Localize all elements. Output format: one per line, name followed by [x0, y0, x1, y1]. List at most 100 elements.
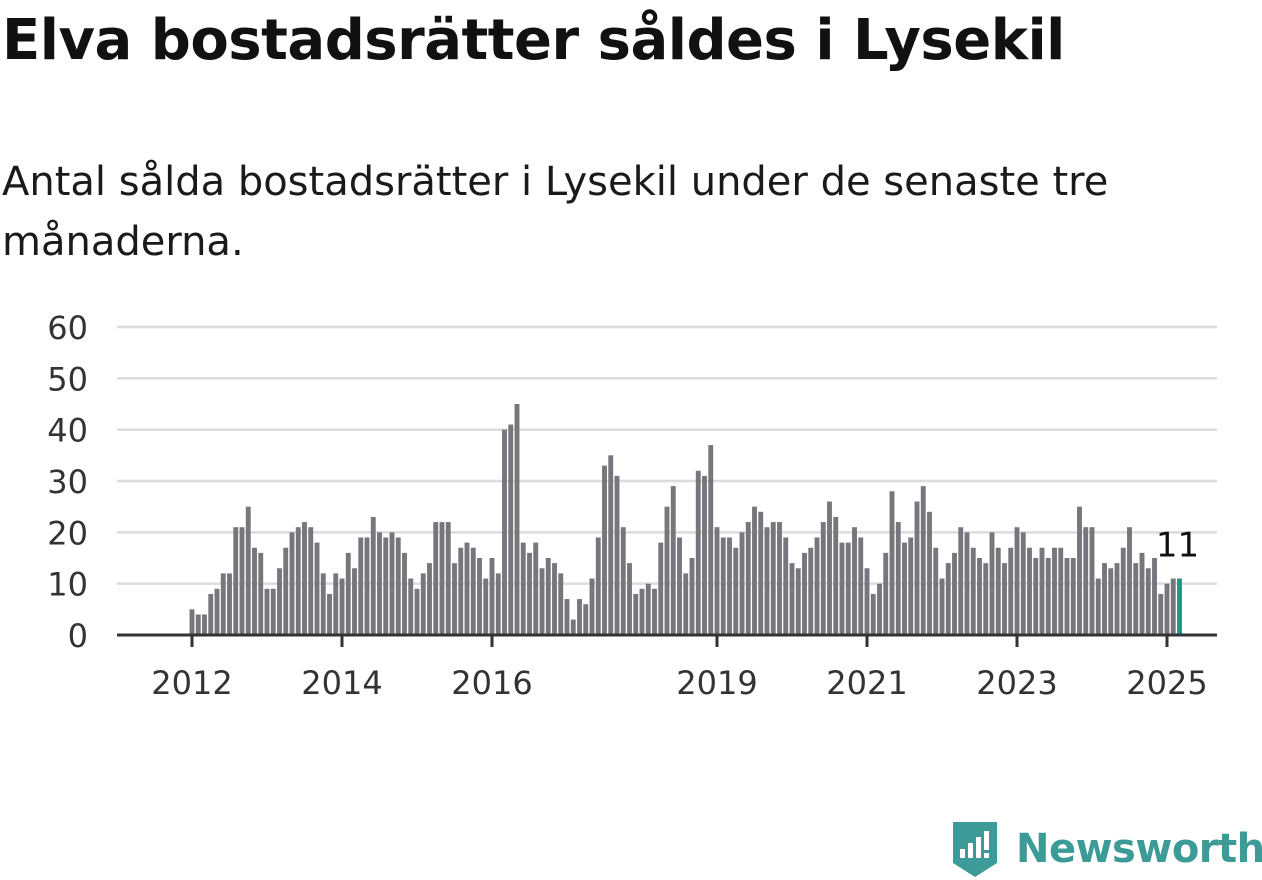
x-tick-label: 2014 — [301, 664, 382, 702]
bar — [514, 404, 520, 635]
bar — [589, 578, 595, 635]
bar — [645, 583, 651, 635]
y-tick-label: 40 — [47, 412, 88, 450]
bar — [402, 552, 407, 635]
bar — [539, 568, 545, 635]
bar — [714, 527, 720, 635]
bar — [677, 537, 682, 635]
bar — [739, 532, 745, 635]
bar — [245, 506, 251, 635]
chart-title: Elva bostadsrätter såldes i Lysekil — [2, 8, 1065, 73]
bar — [545, 558, 551, 635]
bar — [864, 568, 870, 635]
bar — [783, 537, 789, 635]
bar — [958, 527, 964, 635]
bar — [358, 537, 364, 635]
bar — [427, 563, 432, 635]
bar — [477, 558, 482, 635]
bar — [720, 537, 726, 635]
bar — [695, 470, 701, 635]
bar — [1039, 547, 1045, 635]
bar — [533, 542, 539, 635]
bars — [189, 404, 1182, 635]
bar — [458, 547, 464, 635]
y-axis-labels: 0 10 20 30 40 50 60 — [47, 309, 88, 655]
bar — [339, 578, 345, 635]
bar — [295, 527, 301, 635]
bar — [408, 578, 414, 635]
bar — [314, 542, 320, 635]
bar — [527, 552, 532, 635]
x-tick-label: 2016 — [451, 664, 532, 702]
bar — [983, 563, 989, 635]
bar — [977, 558, 982, 635]
bar — [658, 542, 664, 635]
bar — [1127, 527, 1132, 635]
bar — [258, 552, 264, 635]
bar — [1108, 568, 1114, 635]
bar — [420, 573, 426, 635]
bar — [320, 573, 326, 635]
bar — [214, 588, 220, 635]
bar — [227, 573, 232, 635]
bar — [327, 593, 332, 635]
bar — [364, 537, 370, 635]
bar — [1020, 532, 1026, 635]
bar — [414, 588, 420, 635]
bar — [433, 522, 439, 635]
x-tick-label: 2021 — [826, 664, 907, 702]
bar — [633, 593, 639, 635]
bar — [1095, 578, 1101, 635]
bar — [189, 609, 195, 635]
chart-subtitle: Antal sålda bostadsrätter i Lysekil unde… — [2, 159, 1109, 265]
bar — [370, 516, 376, 635]
bar — [770, 522, 776, 635]
bar — [264, 588, 270, 635]
newsworthy-logo-icon — [953, 822, 997, 877]
bar — [939, 578, 945, 635]
y-tick-label: 30 — [47, 463, 88, 501]
bar — [1077, 506, 1082, 635]
bar — [614, 475, 620, 635]
bar — [670, 486, 676, 635]
bar — [439, 522, 445, 635]
bar — [1014, 527, 1020, 635]
bar — [683, 573, 689, 635]
bar — [270, 588, 276, 635]
bar — [1152, 558, 1157, 635]
bar — [895, 522, 901, 635]
bar — [1064, 558, 1070, 635]
x-tick-label: 2025 — [1126, 664, 1207, 702]
bar — [570, 619, 576, 635]
bar — [502, 429, 507, 635]
bar — [608, 455, 614, 635]
bar — [495, 573, 501, 635]
highlight-value-label: 11 — [1156, 526, 1199, 566]
bar — [914, 501, 920, 635]
bar — [1002, 563, 1007, 635]
bar — [639, 588, 645, 635]
bar — [1070, 558, 1076, 635]
bar — [852, 527, 857, 635]
bar — [452, 563, 457, 635]
bar — [389, 532, 395, 635]
bar — [839, 542, 845, 635]
bar — [833, 516, 839, 635]
y-tick-label: 0 — [68, 617, 88, 655]
bar — [283, 547, 289, 635]
bar — [902, 542, 907, 635]
brand-name: Newsworthy — [1016, 826, 1262, 872]
bar — [758, 511, 764, 635]
bar — [627, 563, 632, 635]
bar — [945, 563, 951, 635]
bar — [564, 599, 570, 635]
bar — [1120, 547, 1126, 635]
bar — [883, 552, 889, 635]
x-axis-ticks — [190, 635, 1169, 647]
bar — [483, 578, 489, 635]
bar — [989, 532, 995, 635]
bar — [345, 552, 351, 635]
bar — [395, 537, 401, 635]
bar — [233, 527, 239, 635]
y-tick-label: 10 — [47, 566, 88, 604]
